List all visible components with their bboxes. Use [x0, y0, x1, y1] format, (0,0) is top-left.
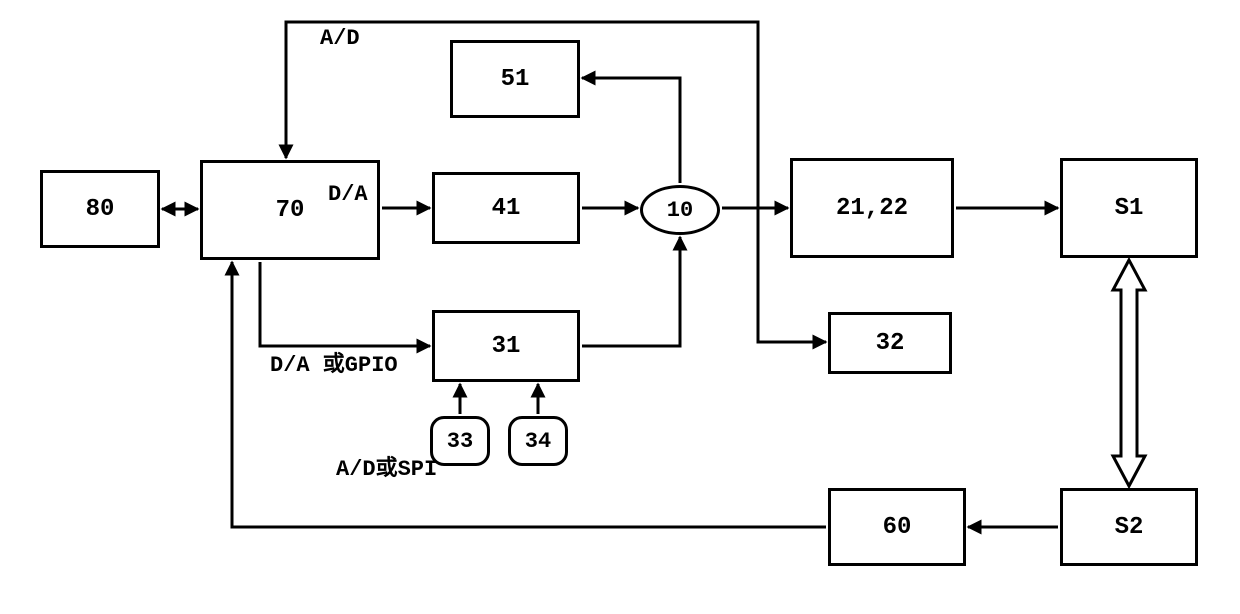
node-label: S1: [1115, 195, 1144, 222]
node-label: 41: [492, 195, 521, 222]
node-label: 32: [876, 330, 905, 357]
node-51: 51: [450, 40, 580, 118]
node-10: 10: [640, 185, 720, 235]
node-label: 33: [447, 429, 473, 454]
node-S1: S1: [1060, 158, 1198, 258]
edge-10-51: [582, 78, 680, 183]
edge-60-70: [232, 262, 826, 527]
edge-70-31: [260, 262, 430, 346]
node-60: 60: [828, 488, 966, 566]
node-label: 21,22: [836, 195, 908, 222]
node-80: 80: [40, 170, 160, 248]
label-ad-spi: A/D或SPI: [336, 450, 437, 482]
node-21-22: 21,22: [790, 158, 954, 258]
node-41: 41: [432, 172, 580, 244]
node-label: 31: [492, 333, 521, 360]
edges-layer: [0, 0, 1240, 614]
node-S2: S2: [1060, 488, 1198, 566]
label-da-gpio: D/A 或GPIO: [270, 346, 398, 378]
label-da: D/A: [328, 182, 368, 207]
node-label: 34: [525, 429, 551, 454]
node-31: 31: [432, 310, 580, 382]
edge-s1-s2: [1113, 260, 1145, 486]
diagram-canvas: 80 70 51 41 31 10 21,22 32 S1 S2 60 33 3…: [0, 0, 1240, 614]
node-label: 51: [501, 66, 530, 93]
node-32: 32: [828, 312, 952, 374]
node-label: 70: [276, 197, 305, 224]
node-34: 34: [508, 416, 568, 466]
node-label: 60: [883, 514, 912, 541]
label-ad: A/D: [320, 26, 360, 51]
node-33: 33: [430, 416, 490, 466]
node-70: 70: [200, 160, 380, 260]
edge-31-10: [582, 237, 680, 346]
node-label: 80: [86, 196, 115, 223]
node-label: 10: [667, 198, 693, 223]
node-label: S2: [1115, 514, 1144, 541]
